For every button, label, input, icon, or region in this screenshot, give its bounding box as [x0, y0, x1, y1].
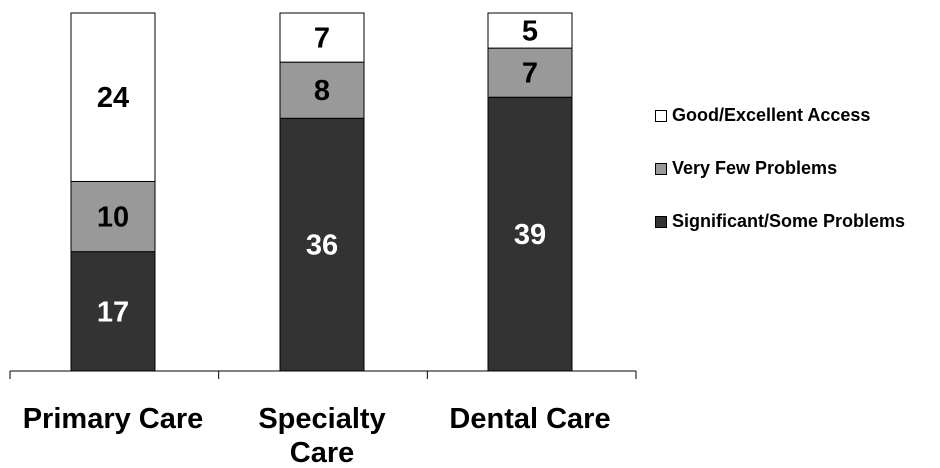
data-label-primary-care-very-few-problems: 10	[97, 202, 129, 234]
bars-group: 17 10 24 36 8 7 39 7 5	[70, 12, 573, 372]
data-label-dental-care-good-excellent-access: 5	[522, 16, 538, 48]
data-label-dental-care-significant-some-problems: 39	[514, 219, 546, 251]
category-labels: Primary Care Specialty Care Dental Care	[23, 403, 611, 468]
x-axis	[9, 370, 637, 379]
legend-item-significant-some-problems: Significant/Some Problems	[655, 210, 940, 233]
bar-specialty-care-very-few-problems	[279, 61, 365, 119]
category-label-specialty-care: Specialty Care	[258, 403, 385, 468]
bar-primary-care-significant-some-problems	[70, 251, 156, 372]
data-label-specialty-care-significant-some-problems: 36	[306, 230, 338, 262]
stacked-bar-chart: 17 10 24 36 8 7 39 7 5 Primary Care Specialty Care…	[9, 12, 637, 468]
legend-swatch	[655, 110, 667, 122]
bar-primary-care-very-few-problems	[70, 180, 156, 253]
bar-specialty-care-significant-some-problems	[279, 117, 365, 372]
legend-swatch	[655, 216, 667, 228]
data-label-dental-care-very-few-problems: 7	[522, 58, 538, 90]
data-label-specialty-care-good-excellent-access: 7	[314, 23, 330, 55]
legend-swatch	[655, 163, 667, 175]
legend-label: Very Few Problems	[672, 158, 838, 178]
bar-primary-care-good-excellent-access	[70, 12, 156, 182]
bar-specialty-care-good-excellent-access	[279, 12, 365, 63]
bar-dental-care-very-few-problems	[487, 47, 573, 98]
data-label-specialty-care-very-few-problems: 8	[314, 75, 330, 107]
data-label-primary-care-good-excellent-access: 24	[97, 82, 129, 114]
category-label-primary-care: Primary Care	[23, 403, 204, 435]
bar-dental-care-good-excellent-access	[487, 12, 573, 49]
legend-label: Significant/Some Problems	[672, 211, 906, 231]
legend-label: Good/Excellent Access	[672, 105, 871, 125]
legend: Good/Excellent Access Very Few Problems Si…	[655, 104, 940, 263]
category-label-dental-care: Dental Care	[449, 403, 610, 435]
data-label-primary-care-significant-some-problems: 17	[97, 296, 129, 328]
legend-item-very-few-problems: Very Few Problems	[655, 157, 940, 180]
legend-item-good-excellent-access: Good/Excellent Access	[655, 104, 940, 127]
